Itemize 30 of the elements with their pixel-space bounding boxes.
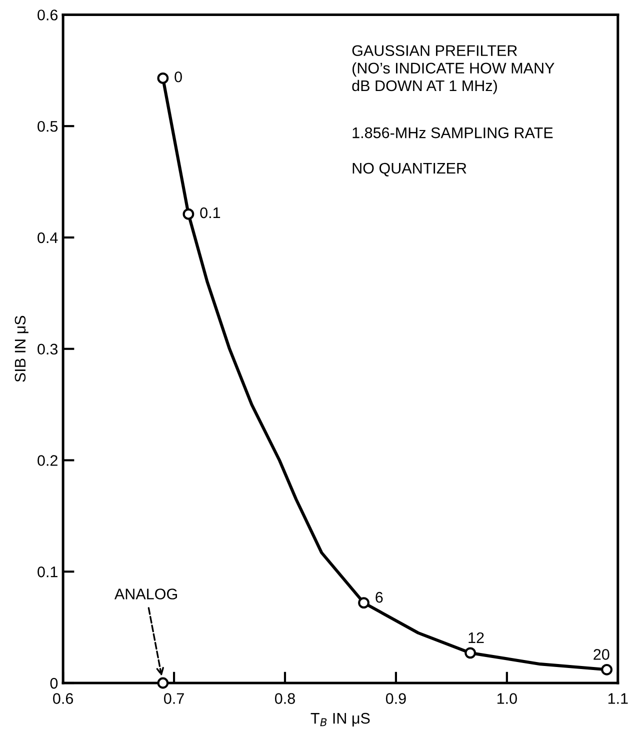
point [601, 664, 612, 676]
y-tick-label: 0.4 [38, 232, 58, 244]
y-tick-label: 0.6 [38, 10, 58, 20]
y-tick-label: 0.3 [38, 344, 58, 355]
point [157, 72, 169, 84]
x-tick-label: 1.1 [608, 693, 628, 704]
y-axis-title: SIB IN μS [14, 316, 28, 382]
y-tick-label: 0 [50, 678, 58, 689]
annotation: 20 [594, 649, 610, 660]
annotation: 12 [468, 632, 484, 643]
annotation: 6 [376, 592, 383, 603]
x-tick-label: 0.7 [164, 693, 184, 704]
point [358, 597, 370, 609]
x-axis-title: T$_{B}$ IN μS [310, 712, 370, 727]
annotation: 1.856-MHz SAMPLING RATE [352, 127, 553, 138]
y-tick-label: 0.2 [38, 455, 58, 466]
y-tick-label: 0.1 [38, 566, 58, 578]
annotation: GAUSSIAN PREFILTER (NO’s INDICATE HOW MANY dB DOWN AT 1 MHz) [352, 45, 554, 94]
annotation: 0.1 [200, 207, 220, 218]
annotation: ANALOG [114, 588, 177, 600]
x-tick-label: 0.9 [386, 693, 406, 704]
annotation: 0 [174, 71, 182, 82]
annotation: NO QUANTIZER [352, 162, 466, 176]
x-tick-label: 0.8 [274, 693, 295, 704]
y-tick-label: 0.5 [38, 120, 58, 132]
point [157, 677, 169, 689]
point [464, 647, 476, 659]
x-tick-label: 0.6 [53, 693, 74, 704]
x-tick-label: 1.0 [497, 693, 517, 704]
point [182, 208, 194, 220]
